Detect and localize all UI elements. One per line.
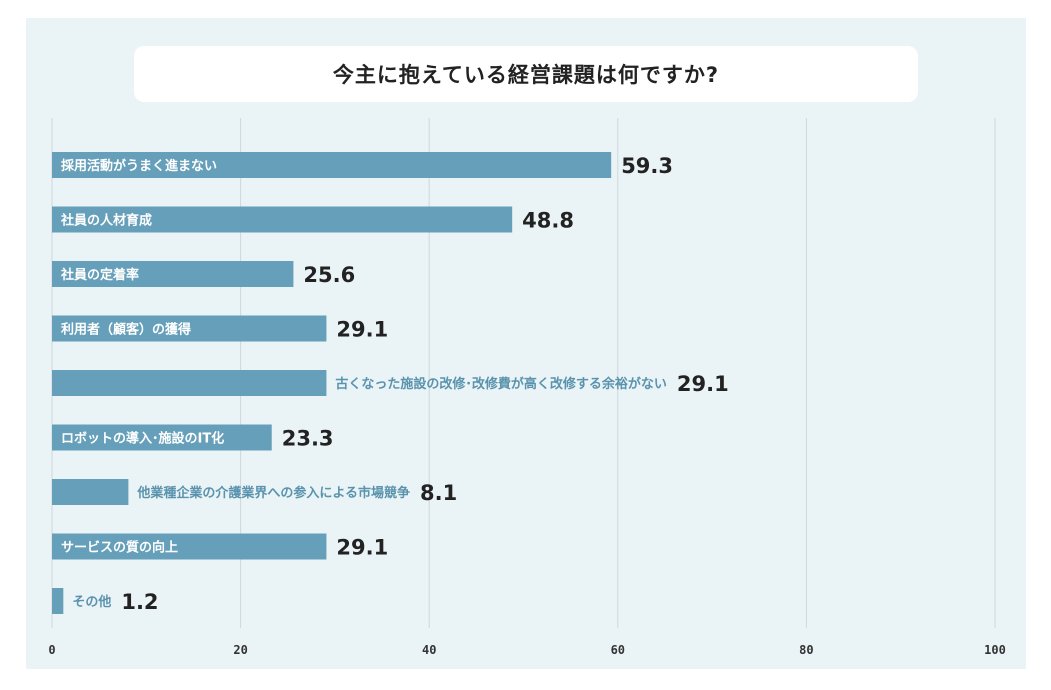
bar bbox=[52, 424, 272, 451]
value-label: 29.1 bbox=[336, 536, 388, 560]
category-label: ロボットの導入･施設のIT化 bbox=[61, 431, 224, 447]
category-label: 採用活動がうまく進まない bbox=[61, 158, 217, 174]
category-label: 利用者（顧客）の獲得 bbox=[61, 322, 191, 338]
category-label: 他業種企業の介護業界への参入による市場競争 bbox=[136, 485, 410, 501]
value-label: 59.3 bbox=[621, 154, 673, 178]
x-tick-label: 20 bbox=[233, 643, 247, 657]
category-label: サービスの質の向上 bbox=[61, 540, 178, 556]
x-tick-label: 40 bbox=[422, 643, 436, 657]
chart-panel bbox=[26, 18, 1026, 669]
x-tick-label: 0 bbox=[48, 643, 55, 657]
bar bbox=[52, 152, 612, 178]
bar bbox=[52, 315, 327, 342]
value-label: 1.2 bbox=[121, 590, 158, 614]
bar bbox=[52, 479, 129, 505]
bar bbox=[52, 370, 327, 396]
value-label: 25.6 bbox=[303, 263, 355, 287]
x-tick-label: 60 bbox=[611, 643, 625, 657]
chart-title-box: 今主に抱えている経営課題は何ですか? bbox=[134, 46, 918, 102]
chart-title: 今主に抱えている経営課題は何ですか? bbox=[332, 63, 720, 87]
value-label: 23.3 bbox=[282, 427, 334, 451]
x-tick-label: 100 bbox=[984, 643, 1006, 657]
value-label: 48.8 bbox=[522, 209, 574, 233]
value-label: 8.1 bbox=[420, 481, 457, 505]
category-label: 社員の定着率 bbox=[60, 267, 139, 283]
category-label: 古くなった施設の改修･改修費が高く改修する余裕がない bbox=[335, 376, 667, 392]
value-label: 29.1 bbox=[336, 318, 388, 342]
bar bbox=[52, 206, 513, 233]
category-label: その他 bbox=[72, 594, 111, 610]
value-label: 29.1 bbox=[677, 372, 729, 396]
bar bbox=[52, 533, 327, 560]
bar bbox=[52, 588, 64, 614]
category-label: 社員の人材育成 bbox=[60, 213, 152, 229]
bar bbox=[52, 261, 294, 287]
x-tick-label: 80 bbox=[799, 643, 813, 657]
